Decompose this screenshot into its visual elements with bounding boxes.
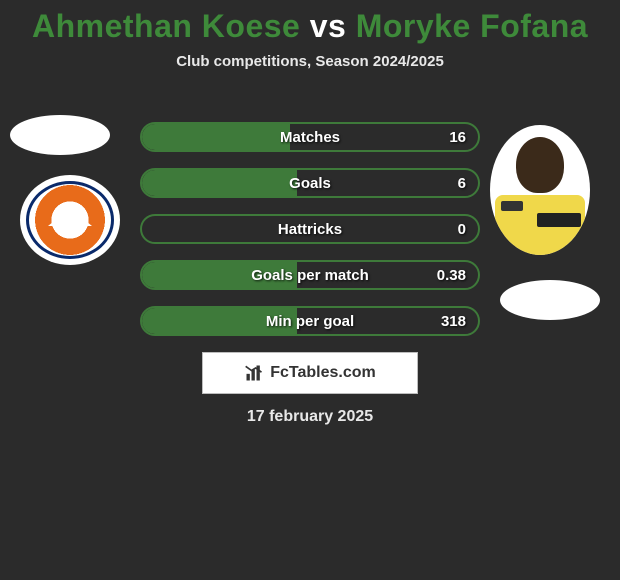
- date-text: 17 february 2025: [0, 408, 620, 426]
- title-player2: Moryke Fofana: [356, 8, 588, 44]
- stat-row-goals-per-match: Goals per match 0.38: [140, 260, 480, 290]
- stat-value: 0.38: [437, 267, 466, 284]
- stat-value: 16: [449, 129, 466, 146]
- title-vs: vs: [300, 8, 355, 44]
- stat-row-min-per-goal: Min per goal 318: [140, 306, 480, 336]
- stat-row-goals: Goals 6: [140, 168, 480, 198]
- stat-row-hattricks: Hattricks 0: [140, 214, 480, 244]
- stat-value: 0: [458, 221, 466, 238]
- player2-club-logo-placeholder: [500, 280, 600, 320]
- subtitle: Club competitions, Season 2024/2025: [0, 53, 620, 70]
- stat-value: 318: [441, 313, 466, 330]
- avatar-jersey: [495, 195, 585, 255]
- stat-label: Hattricks: [142, 221, 478, 238]
- stat-row-matches: Matches 16: [140, 122, 480, 152]
- attribution-text: FcTables.com: [270, 364, 376, 382]
- player1-club-logo: [20, 175, 120, 265]
- player1-photo-placeholder: [10, 115, 110, 155]
- title-player1: Ahmethan Koese: [32, 8, 300, 44]
- bar-chart-icon: [244, 363, 264, 383]
- stat-label: Goals: [142, 175, 478, 192]
- attribution-badge: FcTables.com: [202, 352, 418, 394]
- player2-photo: [490, 125, 590, 255]
- stat-value: 6: [458, 175, 466, 192]
- stat-label: Matches: [142, 129, 478, 146]
- stat-label: Min per goal: [142, 313, 478, 330]
- club-logo-graphic: [26, 181, 114, 259]
- page-title: Ahmethan Koese vs Moryke Fofana: [0, 0, 620, 45]
- stats-rows: Matches 16 Goals 6 Hattricks 0 Goals per…: [140, 122, 480, 352]
- avatar-head: [516, 137, 564, 193]
- stat-label: Goals per match: [142, 267, 478, 284]
